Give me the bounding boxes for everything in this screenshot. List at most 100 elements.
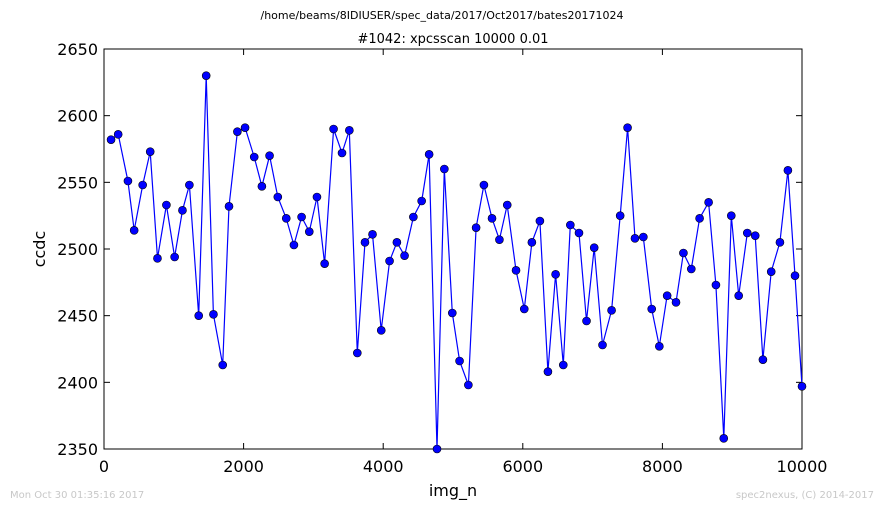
plot-area-frame [103,48,803,450]
data-point [400,251,409,260]
data-point [138,180,147,190]
y-tick-label: 2650 [57,40,98,59]
data-point [502,200,512,210]
data-point [734,291,743,300]
data-point [162,200,171,210]
suptitle: /home/beams/8IDIUSER/spec_data/2017/Oct2… [261,9,624,22]
y-tick-label: 2350 [57,440,98,459]
data-point [695,214,704,223]
data-point [129,226,139,235]
data-point [704,198,713,207]
data-point [209,310,218,319]
data-point [662,291,672,300]
data-point [368,230,377,239]
data-point [783,166,793,175]
data-point [726,211,736,220]
data-point [495,235,504,244]
y-tick-label: 2400 [57,373,98,392]
x-tick-label: 4000 [363,457,404,476]
y-tick-labels: 2350 2400 2450 2500 2550 2600 2650 [57,40,98,459]
data-point [615,211,625,220]
data-point [487,214,497,223]
y-tick-label: 2500 [57,240,98,259]
data-point [432,444,442,454]
data-point [589,243,599,252]
data-point [360,238,370,247]
data-point [424,150,434,159]
data-point [679,248,688,258]
data-point [113,130,123,139]
data-point [471,223,481,232]
data-point [775,238,785,247]
x-axis-label: img_n [429,481,477,501]
x-tick-label: 2000 [223,457,264,476]
data-point [519,304,529,314]
data-point [607,306,616,315]
chart-title: #1042: xpcsscan 10000 0.01 [357,32,548,47]
data-point [623,123,632,132]
data-point [440,164,449,174]
data-point [178,206,187,215]
data-point [304,227,314,236]
data-point [409,212,418,222]
data-point [233,127,242,136]
data-point [574,228,584,238]
data-point [551,270,560,279]
data-point [320,259,329,268]
data-point [106,135,116,144]
axis-ticks [103,48,803,450]
y-tick-label: 2600 [57,107,98,126]
data-point [790,271,800,280]
data-point [464,380,473,390]
data-point [647,304,657,314]
data-point [655,342,664,351]
footer-timestamp: Mon Oct 30 01:35:16 2017 [10,490,144,501]
data-point [289,240,299,250]
data-point [543,367,553,376]
data-point [639,232,648,242]
data-point [630,234,640,243]
data-point [455,356,464,366]
data-point [185,180,194,190]
data-point [511,266,521,275]
data-point [566,220,575,230]
x-tick-label: 8000 [642,457,683,476]
data-point [671,298,681,307]
y-axis-label: ccdc [30,231,49,268]
data-point [711,280,721,290]
data-point [527,238,537,247]
data-point [297,212,306,222]
data-point [145,147,155,156]
data-point [201,71,211,80]
data-point [337,148,347,158]
data-point [224,202,234,211]
data-point [345,126,354,135]
x-tick-label: 6000 [502,457,543,476]
data-point [750,231,760,240]
data-point [218,360,228,370]
data-point [598,340,607,350]
data-point [153,254,162,263]
data-point [758,355,768,364]
data-point [249,152,259,162]
data-point [281,214,291,223]
data-point [558,360,568,370]
data-point [797,382,807,391]
y-tick-label: 2550 [57,173,98,192]
data-point [376,326,386,335]
data-point [535,216,545,226]
x-tick-labels: 0 2000 4000 6000 8000 10000 [99,457,828,476]
data-point [257,182,267,191]
footer-credit: spec2nexus, (C) 2014-2017 [736,490,874,501]
data-point [170,252,179,262]
data-point [448,308,457,318]
data-point [240,123,250,132]
x-tick-label: 10000 [777,457,828,476]
data-point [766,267,776,276]
x-tick-label: 0 [99,457,109,476]
data-point [582,316,591,326]
y-tick-label: 2450 [57,307,98,326]
series-line [110,75,803,450]
data-point [194,311,204,320]
